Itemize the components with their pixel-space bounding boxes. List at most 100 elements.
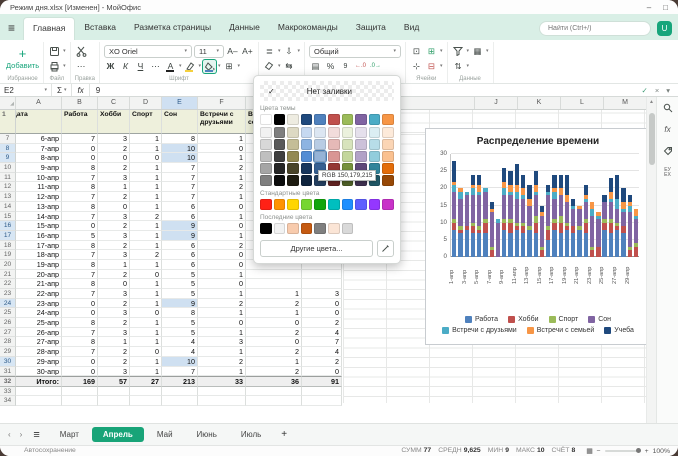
insert-function-panel-icon[interactable]: fx [664, 125, 671, 134]
cell[interactable]: 3 [98, 366, 130, 377]
named-ranges-icon[interactable] [663, 146, 673, 156]
tint-color-swatch[interactable] [273, 163, 286, 174]
next-sheet-icon[interactable]: › [19, 430, 23, 439]
recent-color-swatch[interactable] [314, 223, 326, 234]
sheet-tab[interactable]: Июнь [196, 430, 217, 439]
total-cell[interactable]: 213 [162, 376, 198, 387]
increase-decimal-icon[interactable]: .0→ [369, 63, 381, 69]
cell[interactable] [302, 269, 342, 280]
row-number[interactable]: 24 [0, 298, 16, 309]
percent-icon[interactable]: % [326, 61, 335, 71]
tint-color-swatch[interactable] [314, 139, 326, 150]
cell[interactable]: 1 [198, 327, 246, 338]
cell[interactable]: 10 [162, 153, 198, 164]
row-number[interactable]: 23 [0, 289, 16, 299]
row-number[interactable]: 20 [0, 259, 16, 270]
pivot-table-icon[interactable]: ▦ [473, 45, 482, 56]
standard-color-swatch[interactable] [260, 199, 272, 210]
cell[interactable]: 1 [130, 259, 162, 270]
bold-button[interactable]: Ж [106, 61, 115, 71]
standard-color-swatch[interactable] [314, 199, 326, 210]
sort-icon[interactable]: ⇅ [454, 60, 462, 71]
wrap-text-icon[interactable]: ⇆ [285, 60, 293, 71]
cell[interactable]: 7 [302, 337, 342, 348]
insert-function-button[interactable]: fx [72, 84, 90, 96]
delete-cells-icon[interactable]: ⊟ [427, 60, 436, 71]
formula-input[interactable]: 9 [95, 85, 101, 95]
total-cell[interactable]: 36 [246, 376, 302, 387]
cell[interactable]: 6 [162, 201, 198, 212]
cell[interactable]: 0 [198, 143, 246, 154]
cell[interactable]: 1 [246, 289, 302, 299]
cell[interactable]: 0 [98, 279, 130, 289]
cell[interactable] [246, 396, 302, 407]
theme-color-swatch[interactable] [273, 114, 286, 125]
row-number[interactable]: 13 [0, 192, 16, 202]
cell[interactable]: 1 [130, 298, 162, 309]
tint-color-swatch[interactable] [382, 151, 394, 162]
column-header[interactable]: A [16, 97, 62, 109]
zoom-in-button[interactable]: + [644, 447, 649, 455]
cell[interactable]: 1 [198, 269, 246, 280]
cell[interactable]: 0 [198, 318, 246, 328]
cell[interactable] [302, 396, 342, 407]
theme-color-swatch[interactable] [314, 114, 326, 125]
cell[interactable]: 14-апр [16, 211, 62, 222]
tint-color-swatch[interactable] [368, 151, 381, 162]
tint-color-swatch[interactable] [287, 127, 299, 138]
row-number[interactable]: 21 [0, 269, 16, 280]
cell[interactable]: 12-апр [16, 192, 62, 202]
cell[interactable]: 5 [62, 230, 98, 241]
cell[interactable]: 2 [198, 356, 246, 367]
cell[interactable]: 0 [62, 153, 98, 164]
cell[interactable]: 1 [130, 134, 162, 144]
underline-button[interactable]: Ч [137, 61, 144, 71]
cell[interactable]: 8 [162, 134, 198, 144]
tint-color-swatch[interactable] [273, 127, 286, 138]
no-fill-option[interactable]: ✓ Нет заливки [260, 81, 394, 101]
recent-color-swatch[interactable] [287, 223, 299, 234]
cell[interactable]: 1 [130, 172, 162, 183]
filter-dropdown-icon[interactable]: ▾ [466, 48, 470, 54]
header-cell[interactable]: Дата [16, 110, 62, 134]
add-sheet-button[interactable]: + [281, 429, 288, 440]
cell[interactable] [198, 396, 246, 407]
cell[interactable]: 3 [98, 211, 130, 222]
zoom-out-button[interactable]: − [596, 447, 601, 455]
row-number[interactable]: 18 [0, 240, 16, 251]
tint-color-swatch[interactable] [260, 139, 272, 150]
add-favorite-button[interactable]: + [18, 46, 27, 61]
cell[interactable]: 27-апр [16, 337, 62, 348]
cell[interactable]: 23-апр [16, 298, 62, 309]
search-input[interactable] [539, 21, 651, 36]
cell[interactable]: 2 [98, 143, 130, 154]
row-number[interactable]: 22 [0, 279, 16, 289]
cell[interactable]: 2 [198, 163, 246, 173]
save-icon[interactable] [48, 45, 61, 58]
scrollbar-thumb[interactable] [649, 113, 655, 165]
cell[interactable]: 6 [162, 250, 198, 260]
fill-color-dropdown-icon[interactable]: ▾ [217, 63, 221, 69]
column-header[interactable]: E [162, 97, 198, 109]
decrease-decimal-icon[interactable]: ←.0 [354, 63, 366, 69]
tint-color-swatch[interactable] [314, 127, 326, 138]
cell[interactable]: 7 [62, 172, 98, 183]
cell[interactable]: 8 [162, 308, 198, 319]
cell[interactable]: 1 [130, 327, 162, 338]
cell[interactable]: 7 [62, 269, 98, 280]
cell[interactable]: 2 [98, 356, 130, 367]
tint-color-swatch[interactable] [355, 127, 367, 138]
row-number[interactable]: 30 [0, 356, 16, 367]
cell[interactable]: 7 [162, 172, 198, 183]
column-header[interactable]: C [98, 97, 130, 109]
cell[interactable]: 2 [246, 327, 302, 338]
format-painter-dropdown-icon[interactable]: ▾ [277, 63, 281, 69]
cell[interactable]: 1 [198, 211, 246, 222]
cell[interactable]: 2 [98, 298, 130, 309]
chart-object[interactable]: Распределение времени 0 5 10 15 20 25 30 1-апр… [425, 128, 646, 345]
cell[interactable]: 0 [62, 221, 98, 231]
cell[interactable]: 4 [162, 337, 198, 348]
highlight-color-icon[interactable] [183, 60, 196, 73]
cell[interactable]: 16-апр [16, 230, 62, 241]
cell[interactable] [162, 386, 198, 397]
